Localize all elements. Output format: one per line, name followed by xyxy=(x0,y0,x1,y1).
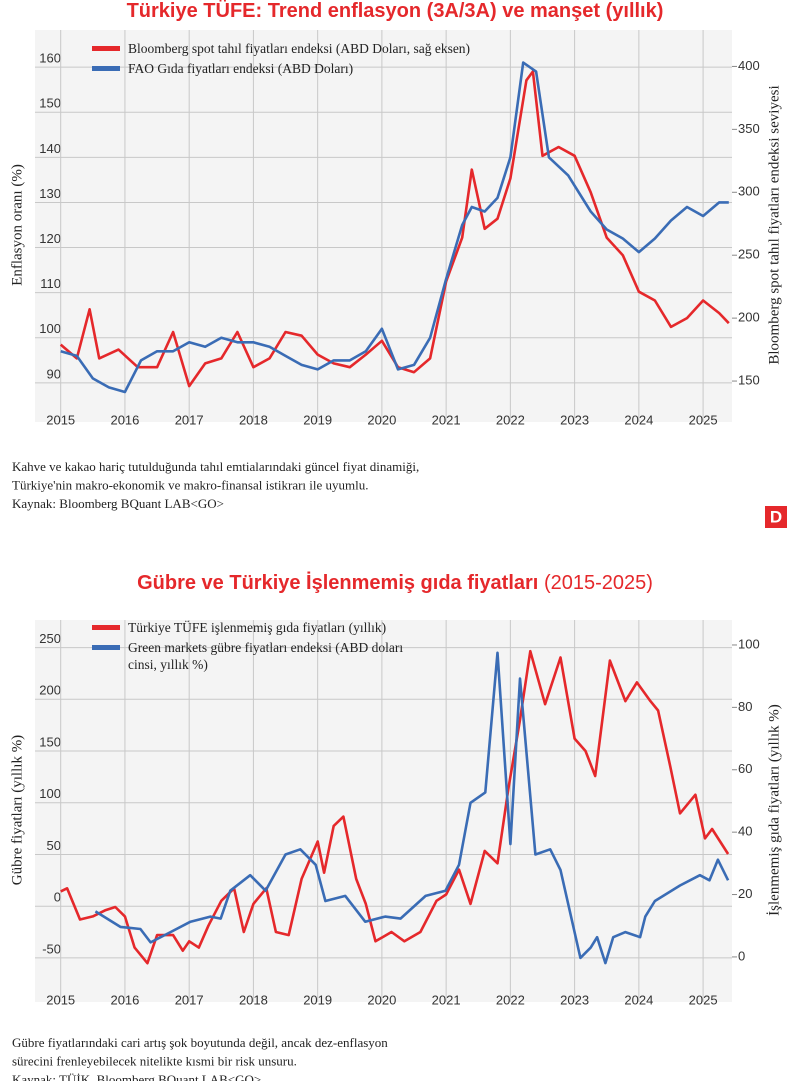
x-tick-label: 2019 xyxy=(303,992,332,1007)
x-tick-label: 2024 xyxy=(624,992,653,1007)
y-tick-label: 130 xyxy=(39,186,61,201)
x-tick-label: 2019 xyxy=(303,412,332,427)
x-tick-label: 2023 xyxy=(560,412,589,427)
plot-background xyxy=(35,30,732,422)
x-tick-label: 2022 xyxy=(496,412,525,427)
logo-box xyxy=(765,506,787,528)
legend-label: Green markets gübre fiyatları endeksi (A… xyxy=(128,640,404,672)
y-axis-title: Enflasyon oranı (%) xyxy=(9,164,25,286)
y2-tick-label: 150 xyxy=(738,372,760,387)
x-tick-label: 2022 xyxy=(496,992,525,1007)
y2-axis-title: Bloomberg spot tahıl fiyatları endeksi s… xyxy=(766,85,782,364)
legend-swatch xyxy=(92,46,120,51)
plot-background xyxy=(35,620,732,1002)
logo: D xyxy=(770,507,782,526)
y2-tick-label: 350 xyxy=(738,121,760,136)
x-tick-label: 2016 xyxy=(110,412,139,427)
x-tick-label: 2018 xyxy=(239,412,268,427)
note: Kahve ve kakao hariç tutulduğunda tahıl … xyxy=(12,459,419,474)
y-axis-title: Gübre fiyatları (yıllık %) xyxy=(9,735,25,885)
legend: Türkiye TÜFE işlenmemiş gıda fiyatları (… xyxy=(92,619,412,676)
title-text: Gübre ve Türkiye İşlenmemiş gıda fiyatla… xyxy=(137,571,538,594)
y-tick-label: 110 xyxy=(40,276,61,291)
y2-axis-title: İşlenmemiş gıda fiyatları (yıllık %) xyxy=(766,704,782,916)
y-tick-label: 100 xyxy=(39,786,61,801)
y2-tick-label: 60 xyxy=(738,761,752,776)
x-tick-label: 2024 xyxy=(624,412,653,427)
y-tick-label: 120 xyxy=(39,231,61,246)
y-tick-label: 200 xyxy=(39,683,61,698)
y2-tick-label: 20 xyxy=(738,886,752,901)
data-line xyxy=(59,70,730,388)
y-tick-label: -50 xyxy=(42,941,61,956)
y-tick-label: 140 xyxy=(39,141,61,156)
y2-tick-label: 0 xyxy=(738,948,745,963)
legend-item: Türkiye TÜFE işlenmemiş gıda fiyatları (… xyxy=(92,619,412,636)
y2-tick-label: 100 xyxy=(738,636,760,651)
chart-title: Gübre ve Türkiye İşlenmemiş gıda fiyatla… xyxy=(137,571,653,594)
x-tick-label: 2017 xyxy=(175,992,204,1007)
x-tick-label: 2020 xyxy=(367,412,396,427)
x-tick-label: 2021 xyxy=(432,412,461,427)
note: Gübre fiyatlarındaki cari artış şok boyu… xyxy=(12,1035,388,1050)
x-tick-label: 2023 xyxy=(560,992,589,1007)
legend-label: FAO Gıda fiyatları endeksi (ABD Doları) xyxy=(128,61,354,76)
title-text: Türkiye TÜFE: Trend enflasyon (3A/3A) ve… xyxy=(127,0,664,22)
y-tick-label: 90 xyxy=(47,366,61,381)
subtitle-text: (2015-2025) xyxy=(544,572,653,594)
chart-title: Türkiye TÜFE: Trend enflasyon (3A/3A) ve… xyxy=(127,0,664,22)
legend-label: Bloomberg spot tahıl fiyatları endeksi (… xyxy=(128,41,471,56)
x-tick-label: 2025 xyxy=(689,412,718,427)
x-tick-label: 2016 xyxy=(110,992,139,1007)
x-tick-label: 2021 xyxy=(432,992,461,1007)
legend: Bloomberg spot tahıl fiyatları endeksi (… xyxy=(92,40,562,80)
legend-item: Bloomberg spot tahıl fiyatları endeksi (… xyxy=(92,40,562,57)
y2-tick-label: 300 xyxy=(738,184,760,199)
legend-swatch xyxy=(92,645,120,650)
x-tick-label: 2015 xyxy=(46,412,75,427)
note: sürecini frenleyebilecek nitelikte kısmi… xyxy=(12,1053,297,1068)
legend-label: Türkiye TÜFE işlenmemiş gıda fiyatları (… xyxy=(128,620,387,635)
legend-item: Green markets gübre fiyatları endeksi (A… xyxy=(92,639,412,673)
x-tick-label: 2015 xyxy=(46,992,75,1007)
note: Kaynak: Bloomberg BQuant LAB<GO> xyxy=(12,496,224,511)
y-tick-label: 150 xyxy=(39,734,61,749)
x-tick-label: 2025 xyxy=(689,992,718,1007)
y2-tick-label: 80 xyxy=(738,699,752,714)
y-tick-label: 0 xyxy=(54,890,61,905)
y-tick-label: 100 xyxy=(39,321,61,336)
x-tick-label: 2018 xyxy=(239,992,268,1007)
note: Türkiye'nin makro-ekonomik ve makro-fina… xyxy=(12,477,369,492)
y-tick-label: 250 xyxy=(39,631,61,646)
y2-tick-label: 40 xyxy=(738,824,752,839)
legend-swatch xyxy=(92,625,120,630)
data-line xyxy=(60,61,729,394)
legend-item: FAO Gıda fiyatları endeksi (ABD Doları) xyxy=(92,60,562,77)
note: Kaynak: TÜİK, Bloomberg BQuant LAB<GO> xyxy=(12,1072,261,1081)
y-tick-label: 150 xyxy=(39,96,61,111)
data-line xyxy=(94,651,730,965)
y2-tick-label: 250 xyxy=(738,247,760,262)
x-tick-label: 2020 xyxy=(367,992,396,1007)
y-tick-label: 160 xyxy=(39,51,61,66)
legend-swatch xyxy=(92,66,120,71)
x-tick-label: 2017 xyxy=(175,412,204,427)
y2-tick-label: 400 xyxy=(738,58,760,73)
y2-tick-label: 200 xyxy=(738,310,760,325)
y-tick-label: 50 xyxy=(47,838,61,853)
